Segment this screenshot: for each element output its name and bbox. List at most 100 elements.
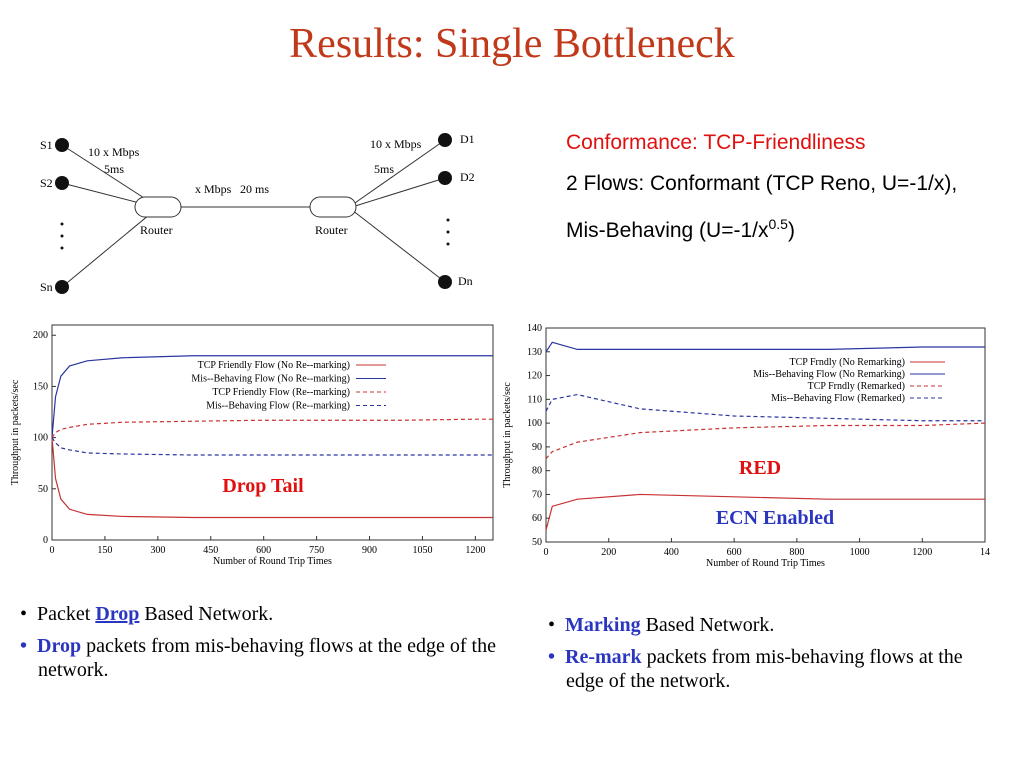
legend-label: TCP Friendly Flow (Re--marking) (212, 387, 350, 398)
x-tick-label: 600 (256, 545, 271, 556)
x-tick-label: 1200 (465, 545, 485, 556)
text: Based Network. (645, 614, 775, 636)
text: packets from mis-behaving flows at the e… (38, 635, 496, 681)
x-tick-label: 1050 (412, 545, 432, 556)
x-tick-label: 0 (544, 547, 549, 558)
x-tick-label: 14 (980, 547, 990, 558)
annotation: Drop Tail (222, 475, 304, 497)
y-tick-label: 200 (33, 330, 48, 341)
series-line (545, 341, 985, 353)
y-tick-label: 120 (527, 371, 542, 382)
legend-label: TCP Friendly Flow (No Re--marking) (198, 360, 350, 371)
series-line (51, 437, 493, 519)
host-label: S2 (40, 176, 53, 190)
router-label: Router (315, 223, 348, 237)
notes-line: Mis-Behaving (U=-1/x0.5) (566, 210, 1006, 245)
host-label: D1 (460, 132, 475, 146)
series-line (545, 393, 985, 422)
text: Based Network. (144, 603, 274, 625)
hosts (55, 133, 452, 294)
y-tick-label: 100 (33, 433, 48, 444)
text: Packet (37, 603, 91, 625)
y-tick-label: 50 (532, 537, 542, 548)
legend-label: TCP Frndly (Remarked) (808, 381, 905, 392)
bullet: • Packet Drop Based Network. (20, 603, 274, 625)
x-tick-label: 800 (789, 547, 804, 558)
legend-label: Mis--Behaving Flow (No Remarking) (753, 369, 905, 380)
x-tick-label: 200 (601, 547, 616, 558)
annotation: RED (739, 457, 781, 479)
host-label: Dn (458, 274, 473, 288)
chart: 0 50 100 150 200 0 150 300 450 600 750 900 1050 1200 N… (10, 324, 494, 567)
y-tick-label: 130 (527, 347, 542, 358)
y-tick-label: 100 (527, 418, 542, 429)
keyword: Marking (565, 614, 641, 636)
x-axis-label: Number of Round Trip Times (213, 556, 332, 567)
x-axis-label: Number of Round Trip Times (706, 558, 825, 569)
link-label: 20 ms (240, 182, 269, 196)
slide-title: Results: Single Bottleneck (289, 21, 735, 67)
series-line (51, 437, 493, 456)
y-tick-label: 60 (532, 513, 542, 524)
bullet: • Drop packets from mis-behaving flows a… (20, 635, 496, 681)
routers (134, 196, 357, 218)
annotation: ECN Enabled (716, 507, 834, 529)
text: ) (787, 219, 795, 242)
bullet: • Marking Based Network. (548, 614, 775, 636)
y-tick-label: 90 (532, 442, 542, 453)
y-axis-label: Throughput in packets/sec (502, 382, 513, 488)
y-tick-label: 140 (527, 323, 542, 334)
topology-diagram: S1 S2 Sn D1 D2 Dn Router Router 10 x Mbp… (40, 132, 475, 294)
y-tick-label: 70 (532, 489, 542, 500)
series-line (545, 493, 985, 531)
notes-line: 2 Flows: Conformant (TCP Reno, U=-1/x), (566, 172, 958, 195)
router-label: Router (140, 223, 173, 237)
host-label: S1 (40, 138, 53, 152)
bullets-right: • Marking Based Network. • Re-mark packe… (548, 613, 968, 701)
links (61, 139, 446, 288)
x-tick-label: 1000 (850, 547, 870, 558)
host-label: D2 (460, 170, 475, 184)
link-label: 5ms (104, 162, 124, 176)
x-tick-label: 600 (727, 547, 742, 558)
link-label: 5ms (374, 162, 394, 176)
host-label: Sn (40, 280, 53, 294)
y-tick-label: 0 (43, 535, 48, 546)
keyword: Drop (37, 635, 82, 657)
x-tick-label: 0 (50, 545, 55, 556)
notes-heading: Conformance: TCP-Friendliness (566, 131, 866, 154)
keyword: Drop (95, 603, 140, 625)
y-tick-label: 150 (33, 381, 48, 392)
legend-label: Mis--Behaving Flow (Re--marking) (206, 401, 350, 412)
plot-frame (51, 324, 494, 541)
series-line (545, 422, 986, 460)
bullets-left: • Packet Drop Based Network. • Drop pack… (20, 602, 520, 690)
link-label: 10 x Mbps (88, 145, 140, 159)
x-tick-label: 150 (97, 545, 112, 556)
chart: 50 60 70 80 90 100 110 120 130 140 0 200 400 600 800 10… (502, 323, 990, 569)
plot-frame (545, 327, 986, 543)
superscript: 0.5 (768, 216, 788, 232)
keyword: Re-mark (565, 646, 642, 668)
text: packets from mis-behaving flows at the e… (566, 646, 963, 692)
series-line (51, 355, 493, 438)
x-tick-label: 750 (309, 545, 324, 556)
x-tick-label: 300 (150, 545, 165, 556)
link-label: 10 x Mbps (370, 137, 422, 151)
x-tick-label: 1200 (912, 547, 932, 558)
text: Mis-Behaving (U=-1/x (566, 219, 769, 242)
series-line (51, 418, 493, 438)
link-label: x Mbps (195, 182, 232, 196)
legend-label: TCP Frndly (No Remarking) (790, 357, 905, 368)
x-tick-label: 450 (203, 545, 218, 556)
y-tick-label: 80 (532, 466, 542, 477)
y-tick-label: 50 (38, 484, 48, 495)
x-tick-label: 900 (362, 545, 377, 556)
notes: Conformance: TCP-Friendliness 2 Flows: C… (566, 128, 1006, 257)
y-tick-label: 110 (527, 394, 542, 405)
y-axis-label: Throughput in packets/sec (10, 379, 21, 485)
legend-label: Mis--Behaving Flow (Remarked) (771, 393, 905, 404)
legend-label: Mis--Behaving Flow (No Re--marking) (191, 374, 350, 385)
